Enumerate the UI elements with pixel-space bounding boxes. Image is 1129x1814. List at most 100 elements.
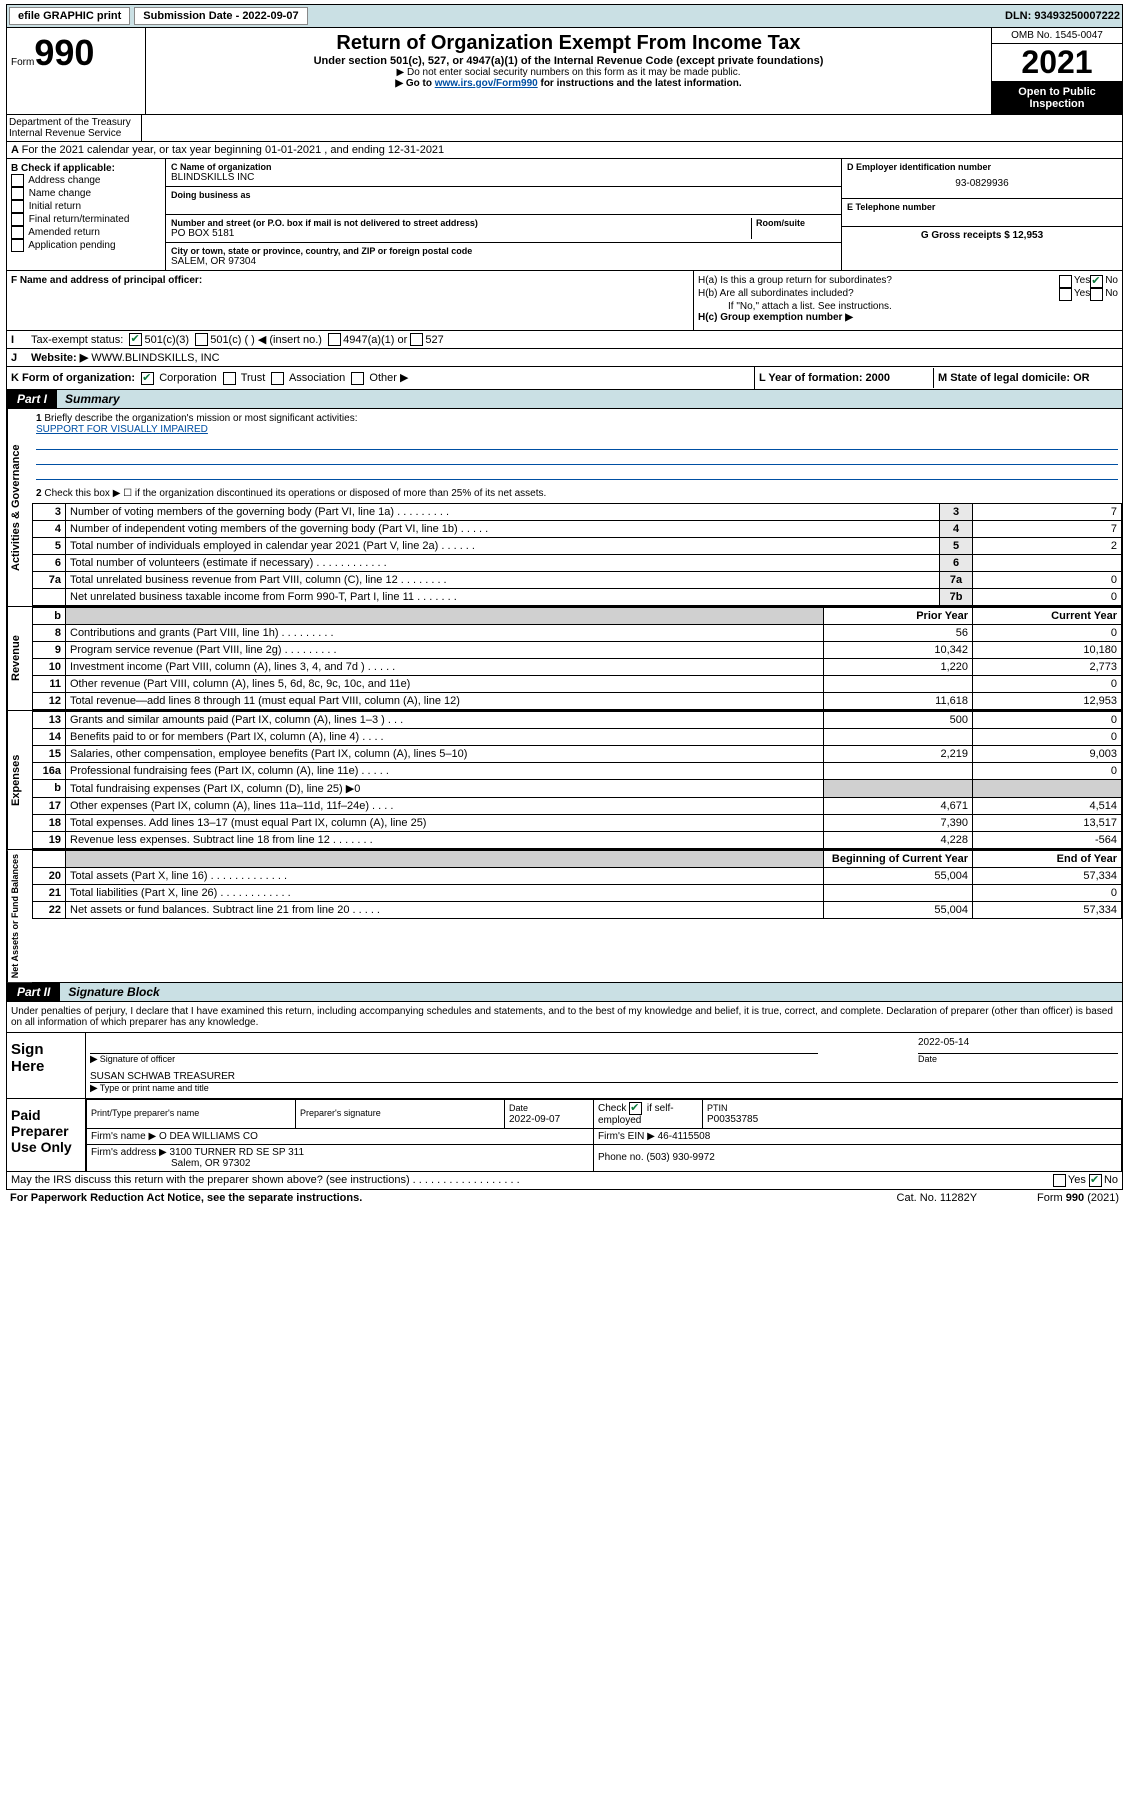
j-label: J	[11, 352, 31, 364]
tax-exempt-label: Tax-exempt status:	[31, 334, 123, 346]
prior-val: 4,228	[824, 831, 973, 848]
b-opt-checkbox[interactable]	[11, 200, 24, 213]
current-val: 0	[973, 711, 1122, 728]
line-val	[973, 554, 1122, 571]
line-num: 11	[33, 675, 66, 692]
open-to-public: Open to Public Inspection	[992, 82, 1122, 114]
line-box: 7a	[940, 571, 973, 588]
line-num: 18	[33, 814, 66, 831]
tax-year: 2021	[992, 44, 1122, 82]
officer-name: SUSAN SCHWAB TREASURER	[90, 1071, 1118, 1083]
hb-no-checkbox[interactable]	[1090, 288, 1103, 301]
dln-text: DLN: 93493250007222	[1005, 10, 1120, 22]
line-desc: Professional fundraising fees (Part IX, …	[66, 762, 824, 779]
col-header: End of Year	[973, 850, 1122, 867]
corp-checkbox[interactable]	[141, 372, 154, 385]
line-a: A For the 2021 calendar year, or tax yea…	[6, 142, 1123, 159]
part2-title: Signature Block	[60, 983, 1122, 1001]
form-subtitle: Under section 501(c), 527, or 4947(a)(1)…	[150, 55, 987, 67]
line-box: 4	[940, 520, 973, 537]
line-desc: Total number of volunteers (estimate if …	[66, 554, 940, 571]
activities-governance-label: Activities & Governance	[7, 409, 32, 606]
line-val: 0	[973, 571, 1122, 588]
b-opt-checkbox[interactable]	[11, 174, 24, 187]
omb-number: OMB No. 1545-0047	[992, 28, 1122, 44]
line-num: 8	[33, 624, 66, 641]
part2-header: Part II	[7, 983, 60, 1001]
assoc-checkbox[interactable]	[271, 372, 284, 385]
ptin-value: P00353785	[707, 1114, 758, 1125]
self-employed-check[interactable]: Check if self-employed	[598, 1103, 674, 1126]
cat-no: Cat. No. 11282Y	[897, 1192, 978, 1204]
line-num: 5	[33, 537, 66, 554]
527-checkbox[interactable]	[410, 333, 423, 346]
prior-val: 55,004	[824, 867, 973, 884]
line-num: 7a	[33, 571, 66, 588]
line-num: 22	[33, 901, 66, 918]
line-num	[33, 588, 66, 605]
ein-value: 93-0829936	[847, 172, 1117, 195]
4947-checkbox[interactable]	[328, 333, 341, 346]
501c-checkbox[interactable]	[195, 333, 208, 346]
line-num: 12	[33, 692, 66, 709]
submission-date-button[interactable]: Submission Date - 2022-09-07	[134, 7, 307, 25]
current-val: 0	[973, 728, 1122, 745]
current-val: 0	[973, 624, 1122, 641]
form-label: Form	[11, 57, 34, 68]
line-desc: Total fundraising expenses (Part IX, col…	[66, 779, 824, 797]
ha-yes-checkbox[interactable]	[1059, 275, 1072, 288]
line-desc: Total unrelated business revenue from Pa…	[66, 571, 940, 588]
line-desc: Other revenue (Part VIII, column (A), li…	[66, 675, 824, 692]
irs-link[interactable]: www.irs.gov/Form990	[435, 78, 538, 89]
current-val: -564	[973, 831, 1122, 848]
expenses-label: Expenses	[7, 711, 32, 849]
city-label: City or town, state or province, country…	[171, 246, 836, 256]
line-num: 19	[33, 831, 66, 848]
line-box: 6	[940, 554, 973, 571]
b-opt-checkbox[interactable]	[11, 213, 24, 226]
b-opt-checkbox[interactable]	[11, 239, 24, 252]
prior-val: 11,618	[824, 692, 973, 709]
prior-val: 10,342	[824, 641, 973, 658]
website-value: WWW.BLINDSKILLS, INC	[91, 352, 219, 364]
prior-val: 2,219	[824, 745, 973, 762]
ha-label: H(a) Is this a group return for subordin…	[698, 275, 1059, 288]
hb-yes-checkbox[interactable]	[1059, 288, 1072, 301]
current-val: 2,773	[973, 658, 1122, 675]
hb-label: H(b) Are all subordinates included?	[698, 288, 1059, 301]
line-box: 7b	[940, 588, 973, 605]
ha-no-checkbox[interactable]	[1090, 275, 1103, 288]
g-gross-receipts: G Gross receipts $ 12,953	[921, 230, 1043, 241]
b-opt-checkbox[interactable]	[11, 226, 24, 239]
discuss-no-checkbox[interactable]	[1089, 1174, 1102, 1187]
org-city: SALEM, OR 97304	[171, 256, 836, 267]
trust-checkbox[interactable]	[223, 372, 236, 385]
efile-button[interactable]: efile GRAPHIC print	[9, 7, 130, 25]
current-val: 0	[973, 675, 1122, 692]
prior-val: 500	[824, 711, 973, 728]
hb-note: If "No," attach a list. See instructions…	[698, 301, 1118, 312]
section-b: B Check if applicable: Address change Na…	[7, 159, 166, 270]
website-label: Website: ▶	[31, 351, 88, 364]
sig-date: 2022-05-14	[918, 1037, 1118, 1054]
line-val: 0	[973, 588, 1122, 605]
other-checkbox[interactable]	[351, 372, 364, 385]
addr-label: Number and street (or P.O. box if mail i…	[171, 218, 751, 228]
sign-here-label: Sign Here	[7, 1033, 86, 1098]
line-desc: Revenue less expenses. Subtract line 18 …	[66, 831, 824, 848]
mission-text: SUPPORT FOR VISUALLY IMPAIRED	[36, 424, 1118, 435]
line-box: 3	[940, 503, 973, 520]
line-desc: Total revenue—add lines 8 through 11 (mu…	[66, 692, 824, 709]
line-desc: Total number of individuals employed in …	[66, 537, 940, 554]
line-val: 2	[973, 537, 1122, 554]
line-num: 21	[33, 884, 66, 901]
department: Department of the Treasury Internal Reve…	[7, 115, 142, 141]
discuss-yes-checkbox[interactable]	[1053, 1174, 1066, 1187]
line-desc: Number of independent voting members of …	[66, 520, 940, 537]
may-irs-discuss: May the IRS discuss this return with the…	[11, 1174, 1053, 1186]
501c3-checkbox[interactable]	[129, 333, 142, 346]
hc-label: H(c) Group exemption number ▶	[698, 312, 1118, 323]
col-header: Beginning of Current Year	[824, 850, 973, 867]
b-opt-checkbox[interactable]	[11, 187, 24, 200]
form-number-box: Form990	[7, 28, 146, 114]
